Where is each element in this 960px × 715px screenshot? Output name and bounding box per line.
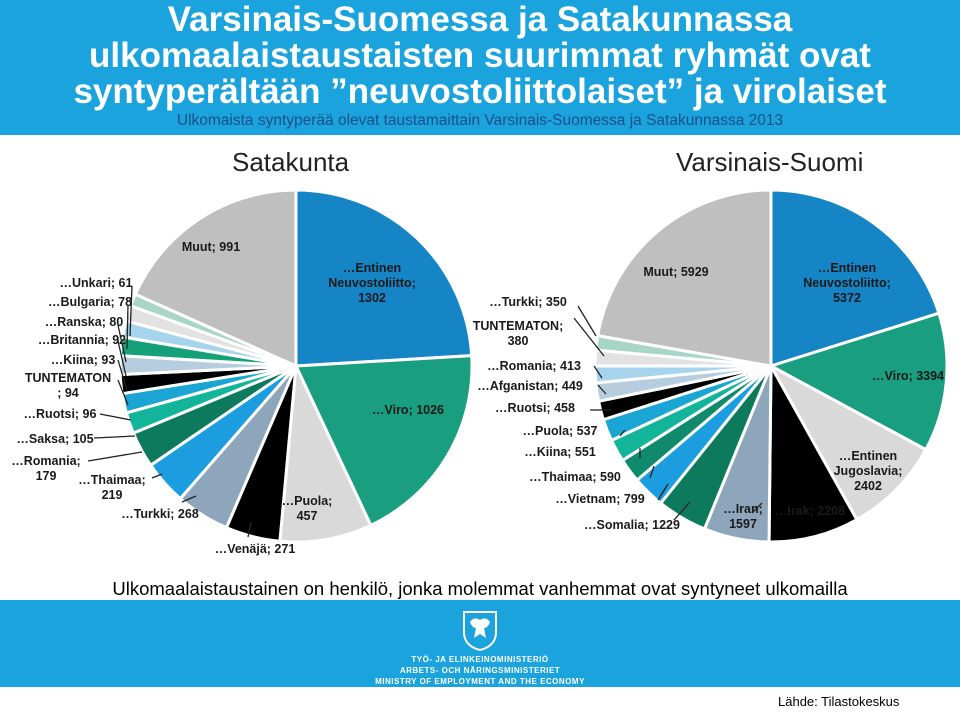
footnote: Ulkomaalaistaustainen on henkilö, jonka …	[112, 578, 848, 599]
pie-varsinais-suomi: …Entinen Neuvostoliitto; 5372 …Viro; 3394 …E…	[473, 188, 949, 544]
label-romania: …Romania; 179	[11, 454, 80, 483]
label-somalia: …Somalia; 1229	[584, 518, 680, 532]
leader-line-thaimaa	[649, 465, 655, 479]
label-ranska: …Ranska; 80	[45, 315, 124, 329]
ministry-name-fi: TYÖ- JA ELINKEINOMINISTERIÖ	[411, 655, 549, 664]
leader-line-tuntematon	[573, 317, 605, 357]
page-title-line2: ulkomaalaistaustaisten suurimmat ryhmät …	[89, 36, 871, 75]
leader-line-romania	[87, 451, 143, 462]
slice-entinen-neuvostoliitto	[294, 188, 474, 368]
page-subtitle: Ulkomaista syntyperää olevat taustamaitt…	[176, 112, 784, 129]
label-puola: …Puola; 537	[522, 424, 597, 438]
label-iran: …Iran; 1597	[723, 502, 763, 531]
chart-title-satakunta: Satakunta	[232, 147, 350, 177]
label-tuntematon: TUNTEMATON; 380	[473, 319, 564, 348]
leader-line-kiina	[117, 359, 128, 391]
leader-line-ruotsi	[99, 413, 132, 421]
leader-line-venaja	[247, 521, 252, 538]
label-kiina: …Kiina; 551	[524, 445, 596, 459]
label-muut: Muut; 991	[182, 240, 240, 254]
ministry-lion-logo	[463, 611, 497, 652]
leader-line-afganistan	[597, 384, 607, 395]
leader-line-ranska	[117, 324, 127, 363]
label-kiina: …Kiina; 93	[51, 353, 116, 367]
slice-irak	[767, 360, 859, 544]
label-entinen-neuvostoliitto: …Entinen Neuvostoliitto; 1302	[328, 261, 416, 305]
leader-line-britannia	[117, 340, 127, 377]
label-venaja: …Venäjä; 271	[215, 542, 296, 556]
label-ruotsi: …Ruotsi; 96	[24, 407, 97, 421]
slice-muut	[133, 188, 298, 369]
slice-puola	[278, 360, 373, 544]
label-viro: …Viro; 1026	[372, 403, 444, 417]
slice-entinen-neuvostoliitto	[769, 188, 941, 369]
page-title-line3: syntyperältään ”neuvostoliittolaiset” ja…	[73, 72, 887, 111]
label-puola: …Puola; 457	[282, 494, 333, 523]
label-vietnam: …Vietnam; 799	[555, 492, 644, 506]
leader-line-unkari	[129, 285, 133, 337]
source-note: Lähde: Tilastokeskus	[778, 694, 900, 709]
slice-viro	[767, 311, 949, 452]
leader-line-turkki	[181, 495, 197, 503]
leader-line-iran	[751, 502, 763, 514]
slice-viro	[293, 354, 474, 528]
chart-title-varsinais-suomi: Varsinais-Suomi	[676, 147, 864, 177]
leader-line-tuntematon	[117, 379, 129, 406]
label-turkki: …Turkki; 350	[489, 295, 567, 309]
leader-line-thaimaa	[151, 473, 163, 479]
slice-muut	[595, 188, 773, 368]
ministry-name-sv: ARBETS- OCH NÄRINGSMINISTERIET	[399, 666, 561, 675]
leader-line-bulgaria	[126, 304, 129, 350]
label-saksa: …Saksa; 105	[16, 432, 93, 446]
label-entinen-jugoslavia: …Entinen Jugoslavia; 2402	[834, 449, 903, 493]
leader-line-turkki	[577, 305, 597, 337]
leader-line-puola	[619, 429, 626, 437]
ministry-name-en: MINISTRY OF EMPLOYMENT AND THE ECONOMY	[375, 677, 585, 686]
label-ruotsi: …Ruotsi; 458	[495, 401, 575, 415]
leader-line-vietnam	[657, 483, 669, 501]
page-title-line1: Varsinais-Suomessa ja Satakunnassa	[167, 0, 793, 39]
footer-band	[0, 600, 960, 687]
label-unkari: …Unkari; 61	[60, 276, 133, 290]
label-tuntematon: TUNTEMATON; 94	[25, 371, 111, 400]
slice-entinen-jugoslavia	[767, 362, 928, 522]
label-entinen-neuvostoliitto: …Entinen Neuvostoliitto; 5372	[803, 261, 891, 305]
label-romania: …Romania; 413	[487, 359, 581, 373]
label-irak: …Irak; 2208	[775, 504, 845, 518]
label-afganistan: …Afganistan; 449	[477, 379, 583, 393]
label-thaimaa: …Thaimaa; 219	[78, 473, 145, 502]
label-muut: Muut; 5929	[643, 265, 708, 279]
label-viro: …Viro; 3394	[872, 369, 944, 383]
label-britannia: …Britannia; 92	[38, 333, 126, 347]
leader-line-somalia	[673, 501, 691, 521]
pie-satakunta: …Entinen Neuvostoliitto; 1302 …Viro; 1026 …P…	[11, 188, 474, 556]
label-thaimaa: …Thaimaa; 590	[529, 470, 621, 484]
leader-line-romania	[593, 365, 603, 379]
header-banner: Varsinais-Suomessa ja Satakunnassa ulkom…	[0, 0, 960, 135]
label-bulgaria: …Bulgaria; 78	[48, 295, 132, 309]
label-turkki: …Turkki; 268	[121, 507, 199, 521]
leader-line-saksa	[93, 435, 136, 439]
